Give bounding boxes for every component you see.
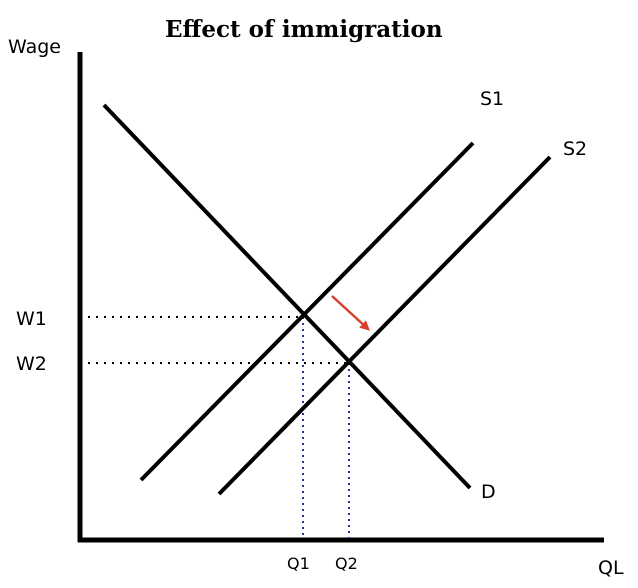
- shift-arrow: [331, 295, 370, 331]
- diagram-title: Effect of immigration: [165, 16, 443, 43]
- w2-label: W2: [16, 353, 47, 375]
- x-axis-label: QL: [598, 557, 624, 579]
- supply-curve-s2: [217, 155, 552, 496]
- y-axis-label: Wage: [8, 36, 61, 58]
- supply-curve-s1: [139, 141, 475, 482]
- w1-label: W1: [16, 308, 47, 330]
- supply-s2-label: S2: [563, 138, 587, 160]
- demand-label: D: [481, 481, 496, 503]
- demand-curve: [102, 103, 472, 490]
- supply-s1-label: S1: [480, 88, 504, 110]
- q2-label: Q2: [335, 554, 358, 573]
- q1-label: Q1: [287, 554, 310, 573]
